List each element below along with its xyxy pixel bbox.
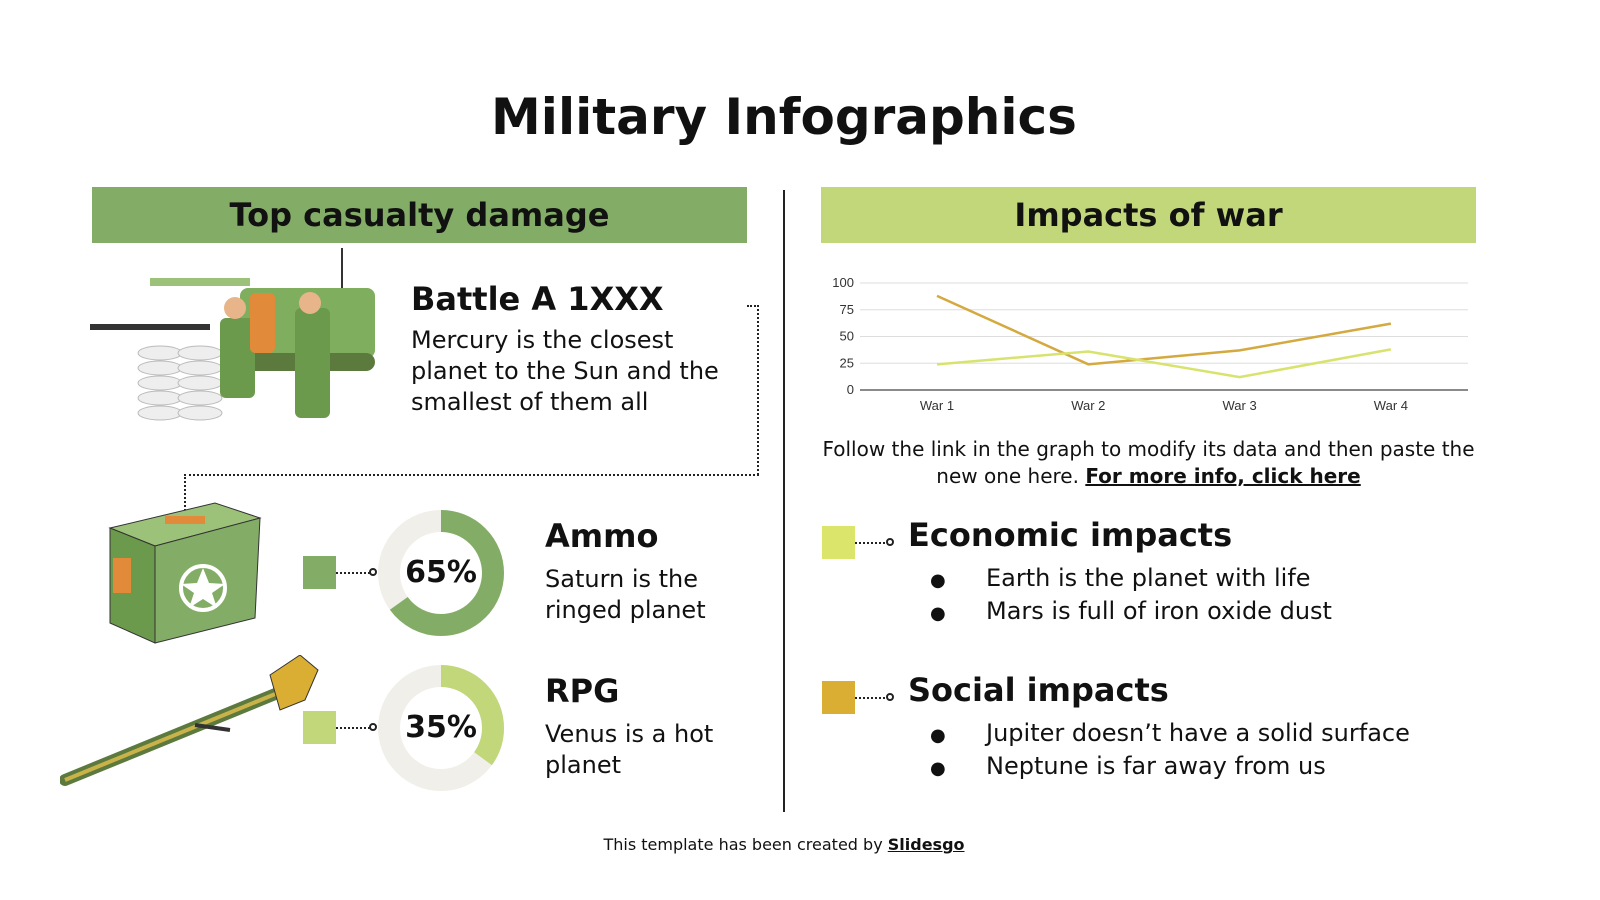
more-info-link[interactable]: For more info, click here [1085,464,1361,488]
ammo-title: Ammo [545,517,659,555]
series-line-2 [936,348,1392,379]
bullet-item: Jupiter doesn’t have a solid surface [930,718,1410,751]
connector-dots [855,697,889,699]
series-line-1 [936,294,1392,366]
left-header: Top casualty damage [92,187,747,243]
bullet-item: Mars is full of iron oxide dust [930,596,1332,629]
donut-arc [378,510,504,636]
connector-dots [336,572,370,574]
connector-dot [886,538,894,546]
rpg-icon [60,655,319,786]
connector-line [184,474,759,522]
connector-dots [855,542,889,544]
battle-text: Mercury is the closest planet to the Sun… [411,326,719,416]
y-tick-label: 75 [840,302,854,317]
x-tick-label: War 4 [1374,398,1408,413]
note-text: Follow the link in the graph to modify i… [822,437,1475,488]
ammo-percent: 65% [405,555,477,590]
battle-title: Battle A 1XXX [411,280,664,318]
ammo-donut [378,510,504,636]
slidesgo-link[interactable]: Slidesgo [887,835,965,854]
connector-dot [369,568,377,576]
connector-dot [369,723,377,731]
bullet-item: Earth is the planet with life [930,563,1332,596]
y-tick-label: 100 [832,275,854,290]
economic-title: Economic impacts [908,516,1233,554]
donut-arc [378,665,504,791]
ammo-legend-square [303,556,336,589]
rpg-text: Venus is a hot planet [545,720,714,779]
x-tick-label: War 3 [1222,398,1256,413]
connector-dots [336,727,370,729]
ammo-text: Saturn is the ringed planet [545,565,706,624]
x-tick-label: War 2 [1071,398,1105,413]
y-tick-label: 50 [840,329,854,344]
connector-dot [886,693,894,701]
rpg-donut [378,665,504,791]
rpg-title: RPG [545,672,620,710]
footer: This template has been created by Slides… [0,835,1568,854]
footer-text: This template has been created by [603,835,888,854]
right-header: Impacts of war [821,187,1476,243]
social-legend-square [822,681,855,714]
connector-line [747,305,759,475]
social-title: Social impacts [908,671,1169,709]
soldiers-illustration [90,248,375,421]
chart-note: Follow the link in the graph to modify i… [821,436,1476,490]
rpg-legend-square [303,711,336,744]
x-tick-label: War 1 [920,398,954,413]
line-chart[interactable]: 0 25 50 75 100 War 1 War 2 War 3 War 4 [820,270,1480,420]
rpg-percent: 35% [405,710,477,745]
economic-legend-square [822,526,855,559]
page-title: Military Infographics [491,88,1077,146]
divider [783,190,785,812]
ammo-box-icon [108,502,262,644]
bullet-item: Neptune is far away from us [930,751,1410,784]
y-tick-label: 0 [847,382,854,397]
y-tick-label: 25 [840,355,854,370]
